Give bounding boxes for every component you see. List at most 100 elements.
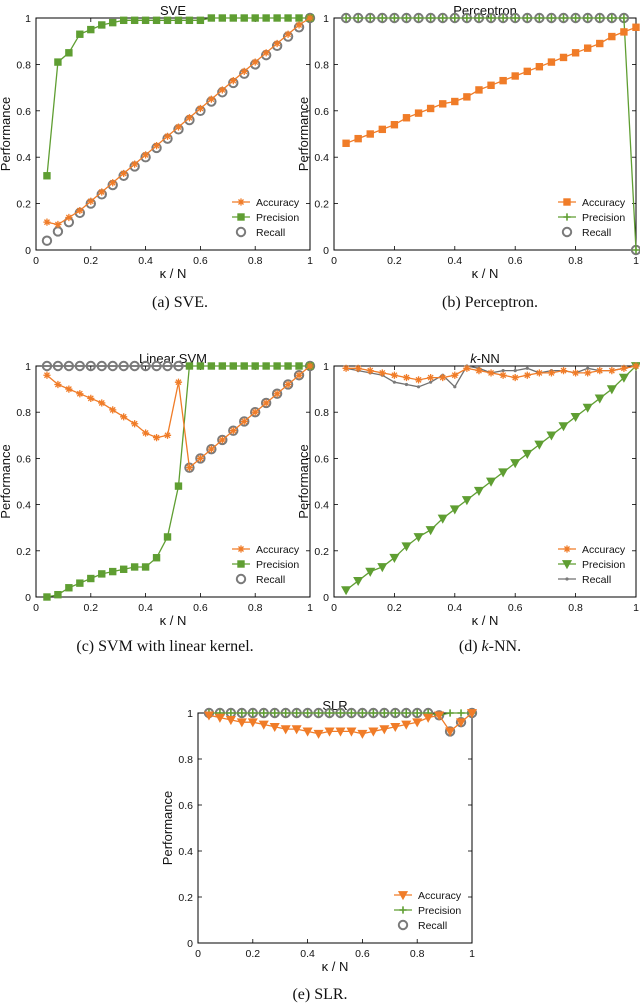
y-axis-label-0: Performance	[0, 97, 13, 171]
point-4-recall-24	[466, 707, 478, 719]
point-0-accuracy-23	[295, 21, 303, 29]
legend-label-1-0: Accuracy	[582, 197, 626, 209]
point-1-accuracy-3	[378, 125, 387, 134]
point-0-precision-5	[98, 21, 106, 29]
y-axis-label-4: Performance	[160, 791, 175, 865]
point-4-accuracy-1	[214, 713, 225, 723]
point-0-precision-10	[152, 16, 161, 25]
point-1-precision-10	[463, 14, 471, 22]
point-2-accuracy-5	[98, 399, 106, 407]
x-tick-label-3-3: 0.6	[508, 602, 523, 614]
point-2-accuracy-11	[163, 431, 172, 439]
point-4-accuracy-7	[280, 725, 291, 735]
y-tick-label-0-2: 0.4	[16, 152, 31, 164]
series-3-precision	[341, 362, 640, 596]
point-1-recall-18	[558, 12, 569, 24]
point-4-precision-9	[304, 709, 312, 717]
y-tick-label-4-2: 0.4	[178, 846, 193, 858]
point-4-recall-10	[313, 707, 324, 719]
point-4-precision-7	[282, 709, 290, 717]
legend-marker-2-0	[237, 545, 245, 553]
point-3-accuracy-7	[427, 373, 435, 382]
point-4-recall-9	[302, 707, 313, 719]
point-0-accuracy-3	[76, 206, 84, 215]
point-4-accuracy-14	[357, 729, 368, 739]
point-2-precision-12	[174, 482, 183, 490]
point-2-precision-10	[152, 554, 161, 562]
series-0-precision	[43, 14, 314, 180]
point-0-accuracy-0	[43, 218, 51, 226]
x-tick-label-2-1: 0.2	[83, 602, 98, 614]
point-4-precision-24	[468, 709, 476, 717]
point-3-precision-8	[437, 514, 448, 524]
point-3-precision-13	[498, 468, 509, 478]
x-tick-label-1-3: 0.6	[508, 255, 523, 267]
series-line-2-accuracy	[46, 365, 311, 469]
caption-slr: (e) SLR.	[292, 986, 348, 1003]
point-1-precision-4	[390, 14, 398, 22]
point-0-recall-12	[173, 124, 184, 135]
y-tick-label-2-1: 0.2	[16, 546, 31, 558]
point-4-accuracy-10	[313, 729, 324, 739]
point-3-precision-17	[546, 431, 557, 441]
point-2-recall-3	[74, 360, 86, 372]
point-2-recall-2	[63, 360, 75, 372]
point-0-precision-7	[119, 16, 128, 25]
point-2-recall-20	[260, 397, 272, 409]
point-0-accuracy-18	[240, 67, 248, 75]
plot-area-0	[35, 17, 311, 251]
point-4-recall-0	[203, 707, 215, 719]
legend-marker-4-1	[399, 906, 407, 914]
point-3-recall-10	[465, 364, 469, 368]
series-line-0-precision	[46, 17, 310, 176]
point-2-precision-23	[295, 362, 303, 370]
y-tick-label-0-3: 0.6	[16, 106, 31, 118]
point-1-precision-0	[342, 14, 350, 22]
series-4-precision	[205, 709, 476, 719]
point-1-accuracy-8	[439, 100, 447, 108]
x-tick-label-4-0: 0	[195, 948, 201, 960]
point-2-accuracy-24	[306, 362, 314, 370]
point-3-accuracy-16	[535, 369, 543, 377]
x-tick-label-4-3: 0.6	[355, 948, 370, 960]
point-4-accuracy-6	[269, 722, 280, 733]
point-4-precision-14	[358, 709, 366, 717]
point-4-precision-12	[336, 709, 345, 717]
point-0-recall-18	[239, 68, 250, 79]
x-tick-label-2-0: 0	[33, 602, 39, 614]
legend-label-1-1: Precision	[582, 212, 625, 224]
y-tick-label-3-4: 0.8	[314, 407, 329, 419]
point-3-precision-1	[353, 576, 364, 587]
point-1-accuracy-18	[559, 53, 568, 62]
y-tick-label-2-3: 0.6	[16, 453, 31, 465]
point-4-accuracy-22	[445, 727, 456, 737]
point-2-accuracy-3	[76, 390, 84, 398]
point-3-recall-14	[513, 369, 517, 373]
point-4-recall-14	[357, 707, 368, 719]
point-2-precision-4	[87, 574, 95, 583]
point-0-precision-13	[185, 16, 194, 25]
point-2-precision-7	[119, 565, 128, 573]
point-1-recall-15	[522, 12, 533, 24]
point-0-recall-2	[63, 216, 75, 228]
point-4-precision-6	[271, 709, 279, 717]
series-line-4-accuracy	[208, 712, 473, 735]
point-1-recall-2	[365, 12, 376, 24]
point-3-precision-19	[570, 412, 581, 423]
x-tick-label-2-5: 1	[307, 602, 313, 614]
point-3-precision-7	[425, 526, 436, 536]
x-tick-label-4-1: 0.2	[245, 948, 260, 960]
x-axis-label-4: κ / N	[322, 959, 349, 974]
point-3-accuracy-10	[463, 364, 471, 372]
point-0-accuracy-4	[87, 197, 95, 205]
point-4-accuracy-17	[390, 722, 401, 733]
x-tick-label-0-5: 1	[307, 255, 313, 267]
series-2-recall	[41, 360, 316, 473]
point-3-precision-9	[449, 505, 460, 515]
point-4-accuracy-20	[423, 713, 434, 723]
point-4-recall-13	[346, 707, 357, 719]
point-1-accuracy-7	[426, 104, 435, 113]
point-0-recall-8	[129, 161, 140, 172]
y-axis-label-1: Performance	[296, 97, 311, 171]
caption-linear-svm: (c) SVM with linear kernel.	[76, 638, 254, 655]
